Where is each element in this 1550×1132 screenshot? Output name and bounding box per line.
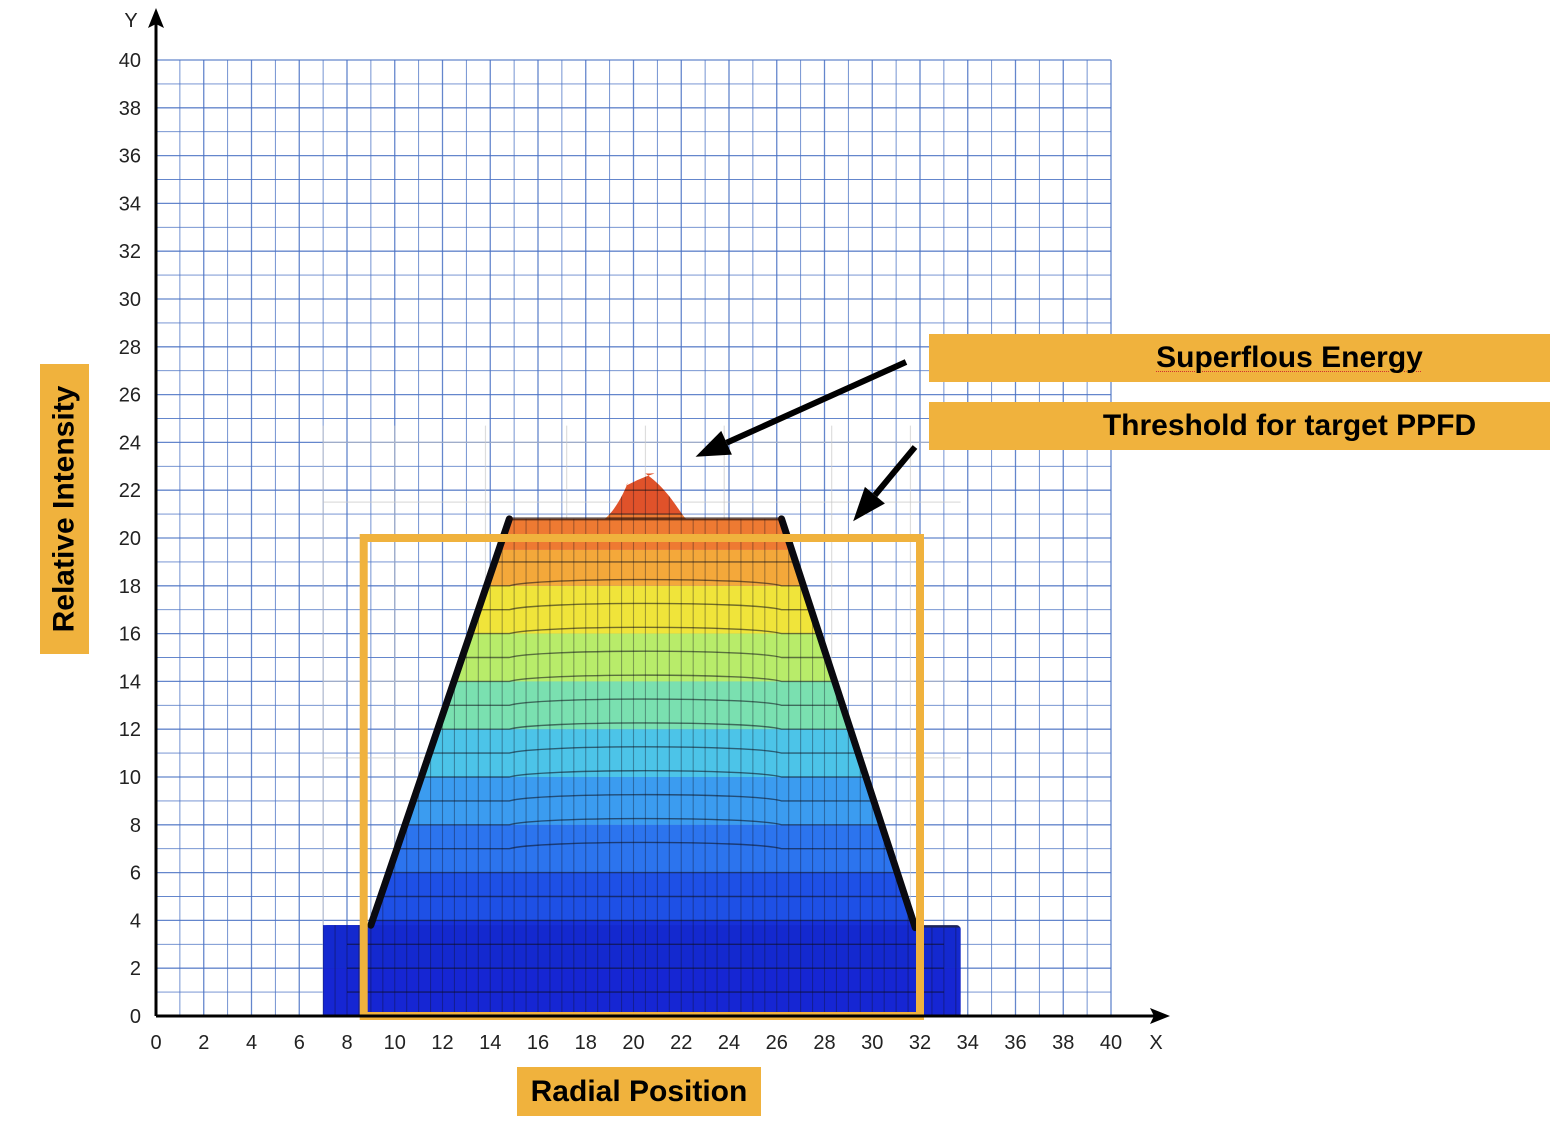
x-tick-label: 20 bbox=[622, 1032, 644, 1054]
x-axis-letter: X bbox=[1149, 1032, 1162, 1054]
x-axis-label: Radial Position bbox=[517, 1067, 761, 1116]
y-tick-label: 12 bbox=[119, 719, 141, 741]
y-tick-label: 16 bbox=[119, 624, 141, 646]
mesh-line-h bbox=[347, 746, 944, 754]
mesh-line-h bbox=[347, 722, 944, 730]
y-tick-label: 6 bbox=[130, 863, 141, 885]
y-tick-label: 18 bbox=[119, 576, 141, 598]
y-tick-label: 32 bbox=[119, 241, 141, 263]
x-tick-label: 34 bbox=[957, 1032, 979, 1054]
mesh-line-h bbox=[347, 578, 944, 587]
annotation-arrows bbox=[695, 359, 918, 522]
threshold-arrow-head bbox=[853, 486, 885, 522]
x-tick-label: 26 bbox=[766, 1032, 788, 1054]
x-tick-label: 0 bbox=[150, 1032, 161, 1054]
x-tick-label: 12 bbox=[431, 1032, 453, 1054]
y-tick-label: 4 bbox=[130, 910, 141, 932]
y-tick-label: 24 bbox=[119, 432, 141, 454]
mesh-line-h bbox=[347, 602, 944, 611]
x-tick-label: 36 bbox=[1004, 1032, 1026, 1054]
y-axis-label: Relative Intensity bbox=[40, 364, 89, 654]
y-tick-label: 8 bbox=[130, 815, 141, 837]
y-tick-label: 40 bbox=[119, 50, 141, 72]
y-tick-label: 34 bbox=[119, 193, 141, 215]
superflous-energy-label: Superflous Energy bbox=[929, 334, 1550, 382]
superflous-arrow-head bbox=[695, 430, 732, 457]
superflous-arrow-shaft bbox=[725, 359, 908, 446]
y-tick-label: 22 bbox=[119, 480, 141, 502]
mesh-line-h bbox=[347, 650, 944, 659]
threshold-arrow-shaft bbox=[872, 445, 918, 498]
x-tick-labels: 0 2 4 6 8 10 12 14 16 18 20 22 24 26 28 30 32 34 36 38 40 bbox=[150, 1032, 1122, 1054]
x-tick-label: 38 bbox=[1052, 1032, 1074, 1054]
mesh-line-h bbox=[347, 817, 944, 826]
right-slope-edge bbox=[778, 515, 919, 932]
x-tick-label: 10 bbox=[384, 1032, 406, 1054]
y-tick-label: 0 bbox=[130, 1006, 141, 1028]
x-tick-label: 2 bbox=[198, 1032, 209, 1054]
superflous-energy-text: Superflous Energy bbox=[1156, 341, 1423, 374]
mesh-line-h bbox=[347, 770, 944, 778]
y-tick-label: 2 bbox=[130, 958, 141, 980]
y-axis-arrow bbox=[148, 8, 164, 28]
x-tick-label: 32 bbox=[909, 1032, 931, 1054]
y-tick-label: 30 bbox=[119, 289, 141, 311]
x-tick-label: 8 bbox=[341, 1032, 352, 1054]
x-tick-label: 16 bbox=[527, 1032, 549, 1054]
y-axis-label-text: Relative Intensity bbox=[47, 385, 81, 633]
x-tick-label: 6 bbox=[294, 1032, 305, 1054]
x-tick-label: 18 bbox=[575, 1032, 597, 1054]
y-tick-label: 38 bbox=[119, 98, 141, 120]
threshold-text: Threshold for target PPFD bbox=[1102, 409, 1477, 442]
x-axis-label-text: Radial Position bbox=[530, 1074, 748, 1108]
axes: XY bbox=[124, 8, 1170, 1054]
x-tick-label: 14 bbox=[479, 1032, 501, 1054]
y-tick-label: 10 bbox=[119, 767, 141, 789]
color-band-base bbox=[323, 925, 961, 1016]
mesh-line-h bbox=[347, 841, 944, 850]
y-tick-label: 26 bbox=[119, 385, 141, 407]
x-axis-arrow bbox=[1150, 1008, 1170, 1024]
threshold-label: Threshold for target PPFD bbox=[929, 402, 1550, 450]
mesh-line-h bbox=[347, 698, 944, 706]
y-axis-letter: Y bbox=[124, 10, 137, 32]
y-tick-label: 20 bbox=[119, 528, 141, 550]
left-slope-edge bbox=[367, 515, 513, 929]
mesh-line-h bbox=[347, 674, 944, 683]
mesh-line-h bbox=[347, 626, 944, 635]
x-tick-label: 4 bbox=[246, 1032, 257, 1054]
x-tick-label: 30 bbox=[861, 1032, 883, 1054]
mesh-line-h bbox=[347, 793, 944, 802]
x-tick-label: 24 bbox=[718, 1032, 740, 1054]
x-tick-label: 40 bbox=[1100, 1032, 1122, 1054]
y-tick-label: 14 bbox=[119, 671, 141, 693]
y-tick-label: 36 bbox=[119, 146, 141, 168]
profile-outline bbox=[367, 515, 919, 932]
x-tick-label: 22 bbox=[670, 1032, 692, 1054]
x-tick-label: 28 bbox=[813, 1032, 835, 1054]
y-tick-label: 28 bbox=[119, 337, 141, 359]
